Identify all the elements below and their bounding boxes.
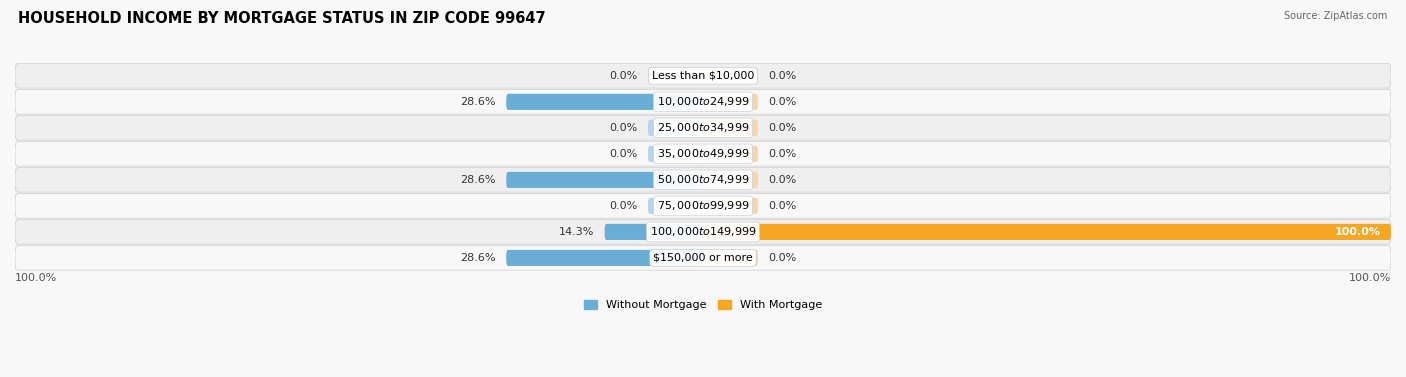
FancyBboxPatch shape xyxy=(15,90,1391,114)
FancyBboxPatch shape xyxy=(506,250,703,266)
Text: 0.0%: 0.0% xyxy=(768,201,797,211)
Text: $35,000 to $49,999: $35,000 to $49,999 xyxy=(657,147,749,160)
Text: Less than $10,000: Less than $10,000 xyxy=(652,71,754,81)
FancyBboxPatch shape xyxy=(506,94,703,110)
Text: 14.3%: 14.3% xyxy=(560,227,595,237)
Text: $25,000 to $34,999: $25,000 to $34,999 xyxy=(657,121,749,134)
Text: 100.0%: 100.0% xyxy=(1348,273,1391,283)
FancyBboxPatch shape xyxy=(15,64,1391,88)
Text: Source: ZipAtlas.com: Source: ZipAtlas.com xyxy=(1284,11,1388,21)
FancyBboxPatch shape xyxy=(15,142,1391,166)
Legend: Without Mortgage, With Mortgage: Without Mortgage, With Mortgage xyxy=(579,296,827,315)
FancyBboxPatch shape xyxy=(15,168,1391,192)
Text: 28.6%: 28.6% xyxy=(460,175,496,185)
Text: 28.6%: 28.6% xyxy=(460,97,496,107)
Text: 100.0%: 100.0% xyxy=(1334,227,1381,237)
FancyBboxPatch shape xyxy=(605,224,703,240)
Text: 0.0%: 0.0% xyxy=(768,175,797,185)
Text: $75,000 to $99,999: $75,000 to $99,999 xyxy=(657,199,749,212)
FancyBboxPatch shape xyxy=(648,68,703,84)
FancyBboxPatch shape xyxy=(15,246,1391,270)
Text: 100.0%: 100.0% xyxy=(15,273,58,283)
Text: 0.0%: 0.0% xyxy=(609,201,638,211)
Text: 0.0%: 0.0% xyxy=(768,253,797,263)
FancyBboxPatch shape xyxy=(703,120,758,136)
FancyBboxPatch shape xyxy=(703,172,758,188)
Text: 0.0%: 0.0% xyxy=(768,123,797,133)
Text: $100,000 to $149,999: $100,000 to $149,999 xyxy=(650,225,756,238)
FancyBboxPatch shape xyxy=(648,198,703,214)
FancyBboxPatch shape xyxy=(648,146,703,162)
FancyBboxPatch shape xyxy=(703,224,1391,240)
Text: $150,000 or more: $150,000 or more xyxy=(654,253,752,263)
Text: 0.0%: 0.0% xyxy=(609,71,638,81)
FancyBboxPatch shape xyxy=(703,68,758,84)
Text: 28.6%: 28.6% xyxy=(460,253,496,263)
FancyBboxPatch shape xyxy=(703,94,758,110)
Text: $50,000 to $74,999: $50,000 to $74,999 xyxy=(657,173,749,186)
FancyBboxPatch shape xyxy=(703,146,758,162)
Text: HOUSEHOLD INCOME BY MORTGAGE STATUS IN ZIP CODE 99647: HOUSEHOLD INCOME BY MORTGAGE STATUS IN Z… xyxy=(18,11,546,26)
Text: 0.0%: 0.0% xyxy=(768,149,797,159)
FancyBboxPatch shape xyxy=(506,172,703,188)
FancyBboxPatch shape xyxy=(15,194,1391,218)
FancyBboxPatch shape xyxy=(703,250,758,266)
FancyBboxPatch shape xyxy=(15,116,1391,140)
FancyBboxPatch shape xyxy=(703,198,758,214)
FancyBboxPatch shape xyxy=(15,220,1391,244)
Text: 0.0%: 0.0% xyxy=(768,97,797,107)
Text: 0.0%: 0.0% xyxy=(609,149,638,159)
Text: $10,000 to $24,999: $10,000 to $24,999 xyxy=(657,95,749,108)
Text: 0.0%: 0.0% xyxy=(768,71,797,81)
FancyBboxPatch shape xyxy=(648,120,703,136)
Text: 0.0%: 0.0% xyxy=(609,123,638,133)
